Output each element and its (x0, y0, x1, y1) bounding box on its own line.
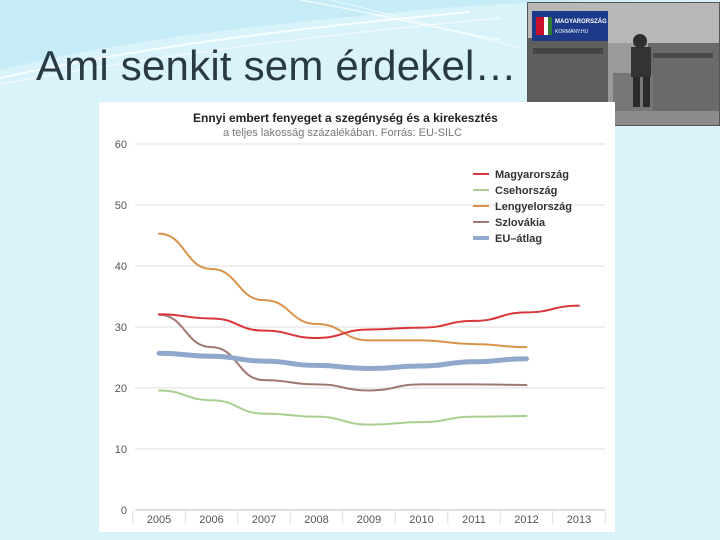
series-line-1 (158, 389, 528, 426)
x-tick-label: 2011 (462, 514, 486, 526)
x-tick-label: 2006 (199, 514, 223, 526)
y-tick-label: 0 (121, 505, 127, 517)
y-tick-label: 20 (115, 383, 127, 395)
chart-panel: Ennyi embert fenyeget a szegénység és a … (99, 102, 615, 532)
y-tick-label: 60 (115, 139, 127, 151)
y-tick-label: 10 (115, 444, 127, 456)
x-tick-label: 2012 (514, 514, 538, 526)
y-tick-label: 50 (115, 200, 127, 212)
chart-title: Ennyi embert fenyeget a szegénység és a … (193, 111, 498, 125)
series-line-2 (158, 232, 528, 349)
legend-entry: Szlovákia (495, 217, 546, 229)
legend-entry: EU–átlag (495, 233, 542, 245)
slide-title: Ami senkit sem érdekel… (36, 42, 517, 89)
y-tick-label: 40 (115, 261, 127, 273)
photo-sign-line1: MAGYARORSZÁG (555, 18, 607, 25)
x-tick-label: 2010 (409, 514, 433, 526)
series-line-0 (158, 304, 580, 339)
line-chart: Ennyi embert fenyeget a szegénység és a … (115, 111, 606, 526)
series-line-3 (158, 313, 528, 392)
photo-sign-line2: KORMÁNY.HU (555, 28, 589, 35)
chart-subtitle: a teljes lakosság százalékában. Forrás: … (223, 127, 462, 139)
legend-entry: Lengyelország (495, 201, 572, 213)
y-tick-label: 30 (115, 322, 127, 334)
series-line-4 (156, 350, 529, 371)
legend-entry: Csehország (495, 185, 557, 197)
x-tick-label: 2008 (304, 514, 328, 526)
x-tick-label: 2007 (252, 514, 276, 526)
x-tick-label: 2009 (357, 514, 381, 526)
x-tick-label: 2013 (567, 514, 591, 526)
x-tick-label: 2005 (147, 514, 171, 526)
legend-entry: Magyarország (495, 169, 569, 181)
